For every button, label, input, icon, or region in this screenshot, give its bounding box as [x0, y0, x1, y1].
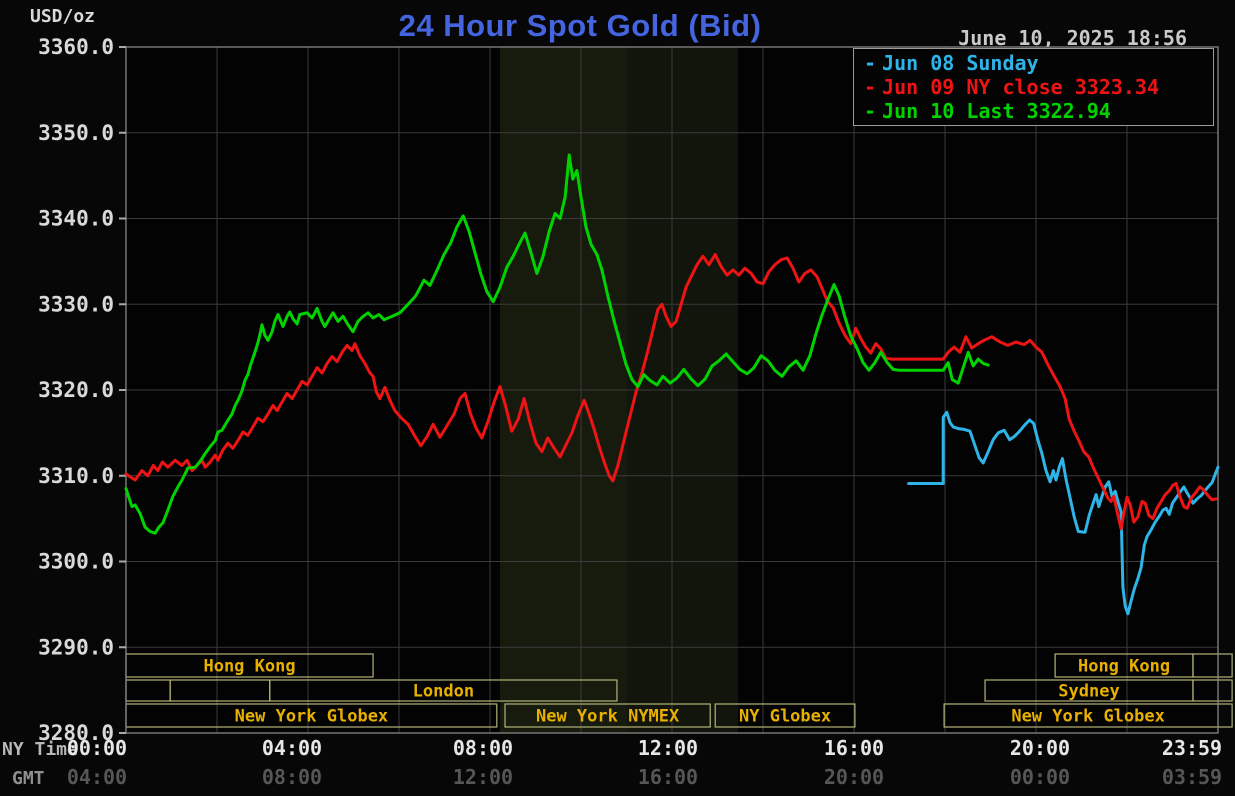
y-axis-label: 3310.0: [38, 464, 114, 488]
x-axis-label-gmt: 04:00: [67, 765, 127, 789]
x-axis-label-nytime: 00:00: [67, 736, 127, 760]
x-axis-label-nytime: 08:00: [453, 736, 513, 760]
gmt-caption: GMT: [12, 768, 45, 789]
x-axis-label-gmt: 16:00: [638, 765, 698, 789]
session-box: [504, 703, 711, 728]
chart-datetime: June 10, 2025 18:56: [958, 26, 1187, 50]
x-axis-label-nytime: 20:00: [1010, 736, 1070, 760]
x-axis-label-nytime: 12:00: [638, 736, 698, 760]
series-line: [124, 153, 990, 535]
session-label: NY Globex: [739, 707, 831, 727]
y-axis-label: 3300.0: [38, 550, 114, 574]
x-axis-label-gmt: 20:00: [824, 765, 884, 789]
session-label: New York Globex: [1011, 707, 1165, 727]
y-axis-label: 3320.0: [38, 378, 114, 402]
session-label: Hong Kong: [203, 657, 295, 677]
legend-item-jun08: - Jun 08 Sunday: [864, 51, 1039, 75]
x-axis-label-nytime: 16:00: [824, 736, 884, 760]
legend-dash-icon: -: [864, 99, 877, 123]
ny-time-caption: NY Time: [2, 739, 78, 760]
session-label: Hong Kong: [1078, 657, 1170, 677]
page-title: 24 Hour Spot Gold (Bid): [398, 8, 762, 43]
legend-item-jun09: - Jun 09 NY close 3323.34: [864, 75, 1159, 99]
x-axis-label-gmt: 12:00: [453, 765, 513, 789]
session-box: [1192, 679, 1233, 702]
session-box: [269, 679, 618, 702]
x-axis-label-nytime: 04:00: [262, 736, 322, 760]
session-box: [943, 703, 1233, 728]
session-label: Sydney: [1058, 682, 1119, 702]
chart-legend: - Jun 08 Sunday - Jun 09 NY close 3323.34 …: [853, 48, 1214, 126]
legend-dash-icon: -: [864, 51, 877, 75]
session-label: New York Globex: [235, 707, 389, 727]
y-axis-label: 3330.0: [38, 292, 114, 316]
x-axis-label-gmt: 08:00: [262, 765, 322, 789]
legend-item-jun10: - Jun 10 Last 3322.94: [864, 99, 1111, 123]
session-box: [714, 703, 856, 728]
y-axis-label: 3340.0: [38, 207, 114, 231]
units-label: USD/oz: [30, 6, 96, 27]
series-line: [124, 253, 1218, 531]
x-axis-label-gmt: 03:59: [1162, 765, 1222, 789]
y-axis-label: 3350.0: [38, 121, 114, 145]
y-axis-label: 3280.0: [38, 721, 114, 745]
series-line: [907, 410, 1220, 616]
session-label: London: [413, 682, 474, 702]
x-axis-label-nytime: 23:59: [1162, 736, 1222, 760]
session-label: New York NYMEX: [536, 707, 680, 727]
y-axis-label: 3360.0: [38, 35, 114, 59]
legend-dash-icon: -: [864, 75, 877, 99]
y-axis-label: 3290.0: [38, 635, 114, 659]
session-box: [1192, 653, 1233, 678]
x-axis-label-gmt: 00:00: [1010, 765, 1070, 789]
